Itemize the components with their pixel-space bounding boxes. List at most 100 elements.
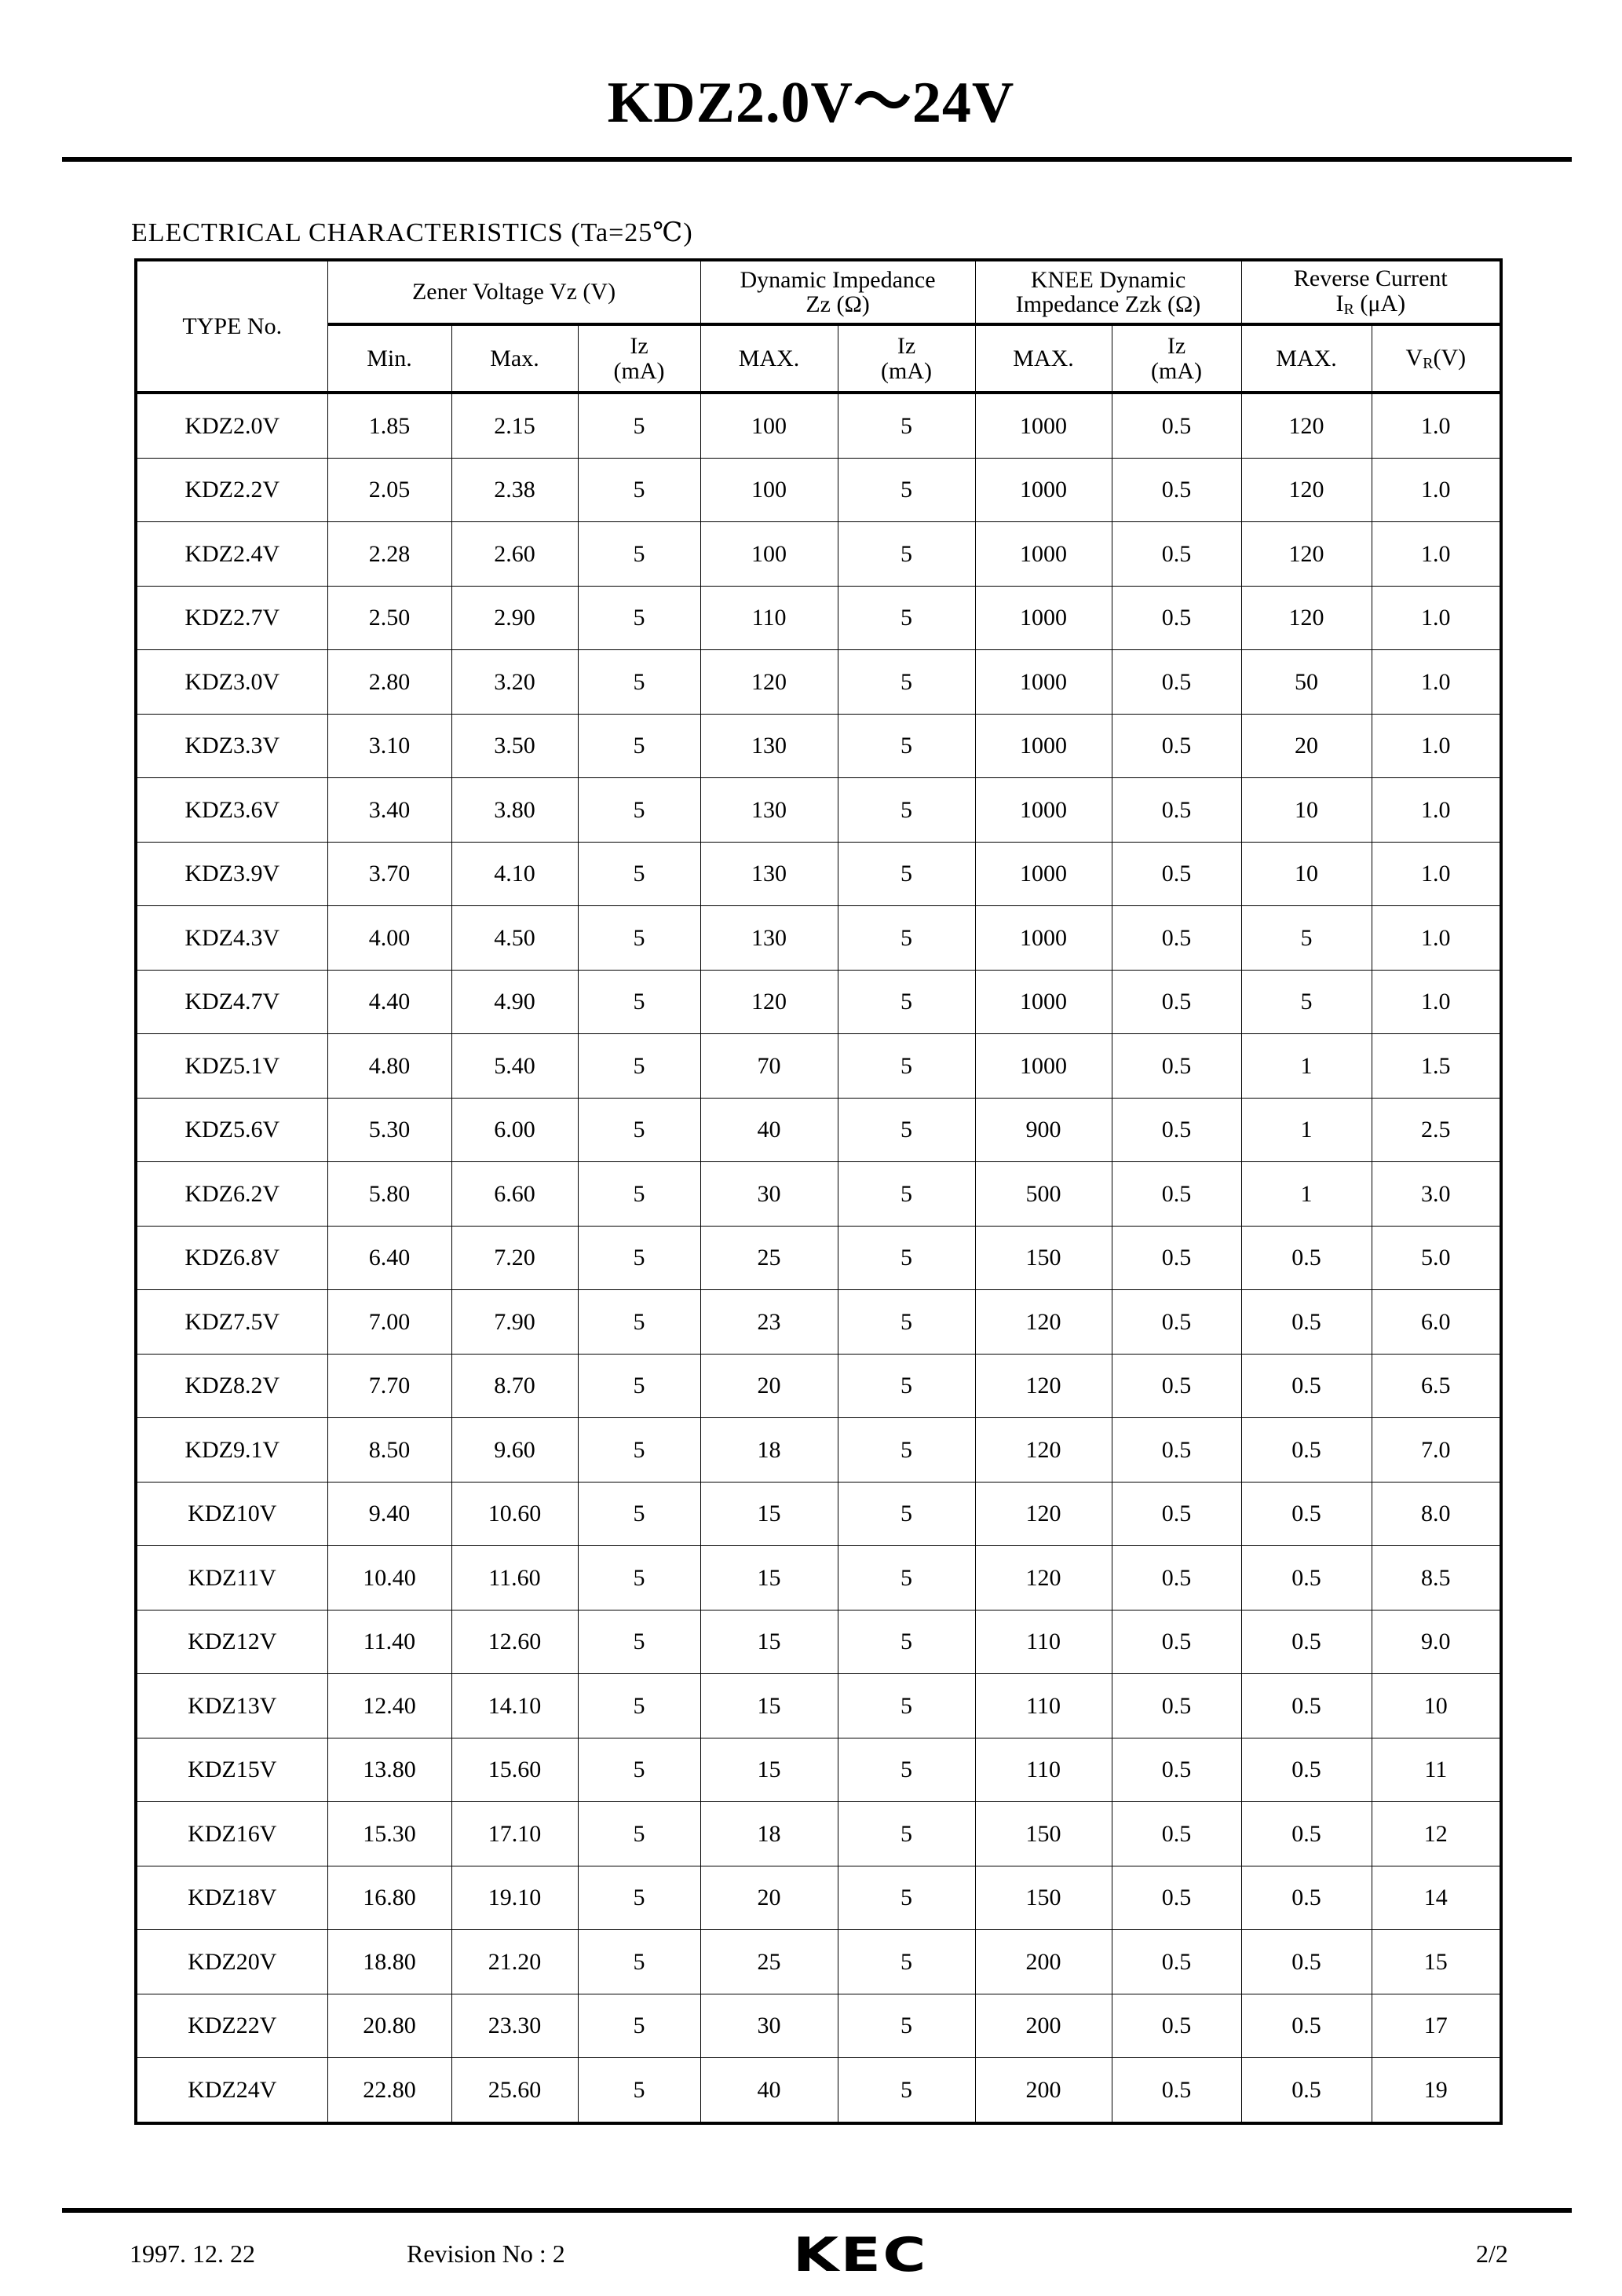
- cell-zzk-max: 200: [974, 1993, 1112, 2058]
- cell-ir-max: 120: [1240, 392, 1372, 459]
- cell-ir-max: 20: [1240, 713, 1372, 778]
- table-row: KDZ6.8V 6.40 7.20 5 25 5 150 0.5 0.5 5.0: [135, 1225, 1502, 1290]
- cell-vz-iz: 5: [577, 392, 701, 459]
- cell-vr: 2.5: [1371, 1097, 1502, 1162]
- table-row: KDZ8.2V 7.70 8.70 5 20 5 120 0.5 0.5 6.5: [135, 1353, 1502, 1418]
- cell-ir-max: 0.5: [1240, 1737, 1372, 1802]
- cell-vz-iz: 5: [577, 1481, 701, 1546]
- cell-ir-max: 1: [1240, 1161, 1372, 1227]
- cell-vz-min: 4.00: [327, 905, 452, 971]
- cell-zzk-iz: 0.5: [1111, 649, 1242, 715]
- cell-zz-iz: 5: [837, 841, 976, 906]
- cell-vz-max: 23.30: [451, 1993, 579, 2058]
- cell-zzk-max: 120: [974, 1353, 1112, 1418]
- cell-vr: 10: [1371, 1673, 1502, 1738]
- table-row: KDZ2.2V 2.05 2.38 5 100 5 1000 0.5 120 1.0: [135, 457, 1502, 522]
- header-vz-min: Min.: [327, 324, 452, 394]
- cell-zzk-max: 110: [974, 1609, 1112, 1674]
- cell-vz-iz: 5: [577, 649, 701, 715]
- section-title: ELECTRICAL CHARACTERISTICS (Ta=25℃): [131, 218, 693, 247]
- cell-vz-min: 10.40: [327, 1545, 452, 1610]
- cell-zzk-max: 1000: [974, 905, 1112, 971]
- cell-vr: 1.0: [1371, 521, 1502, 587]
- cell-zzk-iz: 0.5: [1111, 1481, 1242, 1546]
- header-knee-impedance: KNEE Dynamic Impedance Zzk (Ω): [974, 259, 1242, 326]
- cell-type-no: KDZ20V: [135, 1929, 328, 1994]
- cell-vr: 1.0: [1371, 713, 1502, 778]
- cell-type-no: KDZ11V: [135, 1545, 328, 1610]
- table-row: KDZ2.7V 2.50 2.90 5 110 5 1000 0.5 120 1.0: [135, 585, 1502, 650]
- cell-vr: 14: [1371, 1865, 1502, 1930]
- cell-zz-max: 130: [700, 841, 838, 906]
- cell-vz-max: 21.20: [451, 1929, 579, 1994]
- cell-ir-max: 0.5: [1240, 1545, 1372, 1610]
- cell-zz-max: 130: [700, 777, 838, 843]
- cell-vz-max: 4.90: [451, 969, 579, 1034]
- cell-vr: 7.0: [1371, 1417, 1502, 1483]
- cell-vr: 19: [1371, 2057, 1502, 2123]
- cell-zzk-iz: 0.5: [1111, 1929, 1242, 1994]
- header-dynamic-impedance: Dynamic Impedance Zz (Ω): [700, 259, 976, 326]
- cell-zzk-iz: 0.5: [1111, 969, 1242, 1034]
- cell-vz-min: 5.80: [327, 1161, 452, 1227]
- cell-vr: 1.0: [1371, 841, 1502, 906]
- table-row: KDZ10V 9.40 10.60 5 15 5 120 0.5 0.5 8.0: [135, 1481, 1502, 1546]
- cell-vz-iz: 5: [577, 1929, 701, 1994]
- cell-vr: 1.5: [1371, 1033, 1502, 1099]
- cell-zz-max: 15: [700, 1545, 838, 1610]
- cell-type-no: KDZ18V: [135, 1865, 328, 1930]
- cell-vr: 15: [1371, 1929, 1502, 1994]
- cell-zz-max: 130: [700, 905, 838, 971]
- cell-zzk-max: 120: [974, 1417, 1112, 1483]
- cell-zzk-iz: 0.5: [1111, 777, 1242, 843]
- cell-vz-max: 25.60: [451, 2057, 579, 2123]
- cell-zzk-max: 150: [974, 1225, 1112, 1290]
- cell-zz-max: 120: [700, 649, 838, 715]
- cell-vz-iz: 5: [577, 1289, 701, 1355]
- cell-vz-max: 3.80: [451, 777, 579, 843]
- cell-zz-iz: 5: [837, 1609, 976, 1674]
- cell-type-no: KDZ6.8V: [135, 1225, 328, 1290]
- header-vz-max: Max.: [451, 324, 579, 394]
- cell-vz-min: 6.40: [327, 1225, 452, 1290]
- cell-vr: 6.0: [1371, 1289, 1502, 1355]
- table-row: KDZ3.0V 2.80 3.20 5 120 5 1000 0.5 50 1.0: [135, 649, 1502, 715]
- cell-zzk-max: 200: [974, 2057, 1112, 2123]
- cell-vz-iz: 5: [577, 1865, 701, 1930]
- cell-vr: 1.0: [1371, 777, 1502, 843]
- cell-zzk-max: 1000: [974, 713, 1112, 778]
- cell-zz-iz: 5: [837, 392, 976, 459]
- cell-zzk-iz: 0.5: [1111, 1097, 1242, 1162]
- cell-ir-max: 10: [1240, 841, 1372, 906]
- footer-date: 1997. 12. 22: [130, 2239, 255, 2268]
- cell-type-no: KDZ7.5V: [135, 1289, 328, 1355]
- cell-vz-max: 2.60: [451, 521, 579, 587]
- cell-vz-min: 2.28: [327, 521, 452, 587]
- cell-vz-max: 4.50: [451, 905, 579, 971]
- cell-zzk-iz: 0.5: [1111, 1673, 1242, 1738]
- table-row: KDZ3.9V 3.70 4.10 5 130 5 1000 0.5 10 1.0: [135, 841, 1502, 906]
- cell-vr: 1.0: [1371, 969, 1502, 1034]
- cell-type-no: KDZ2.2V: [135, 457, 328, 522]
- cell-type-no: KDZ6.2V: [135, 1161, 328, 1227]
- cell-vz-iz: 5: [577, 1225, 701, 1290]
- cell-vz-max: 9.60: [451, 1417, 579, 1483]
- cell-zz-iz: 5: [837, 905, 976, 971]
- table-row: KDZ2.0V 1.85 2.15 5 100 5 1000 0.5 120 1.0: [135, 392, 1502, 459]
- cell-zz-max: 15: [700, 1737, 838, 1802]
- cell-zz-iz: 5: [837, 649, 976, 715]
- cell-vr: 9.0: [1371, 1609, 1502, 1674]
- cell-zzk-max: 120: [974, 1481, 1112, 1546]
- cell-zz-iz: 5: [837, 2057, 976, 2123]
- cell-zz-iz: 5: [837, 713, 976, 778]
- cell-zz-iz: 5: [837, 1993, 976, 2058]
- cell-zz-max: 40: [700, 1097, 838, 1162]
- cell-type-no: KDZ3.0V: [135, 649, 328, 715]
- cell-vz-min: 15.30: [327, 1801, 452, 1866]
- cell-ir-max: 0.5: [1240, 1481, 1372, 1546]
- cell-vz-max: 7.90: [451, 1289, 579, 1355]
- table-row: KDZ11V 10.40 11.60 5 15 5 120 0.5 0.5 8.5: [135, 1545, 1502, 1610]
- cell-vz-max: 3.20: [451, 649, 579, 715]
- cell-zzk-max: 1000: [974, 457, 1112, 522]
- cell-vr: 6.5: [1371, 1353, 1502, 1418]
